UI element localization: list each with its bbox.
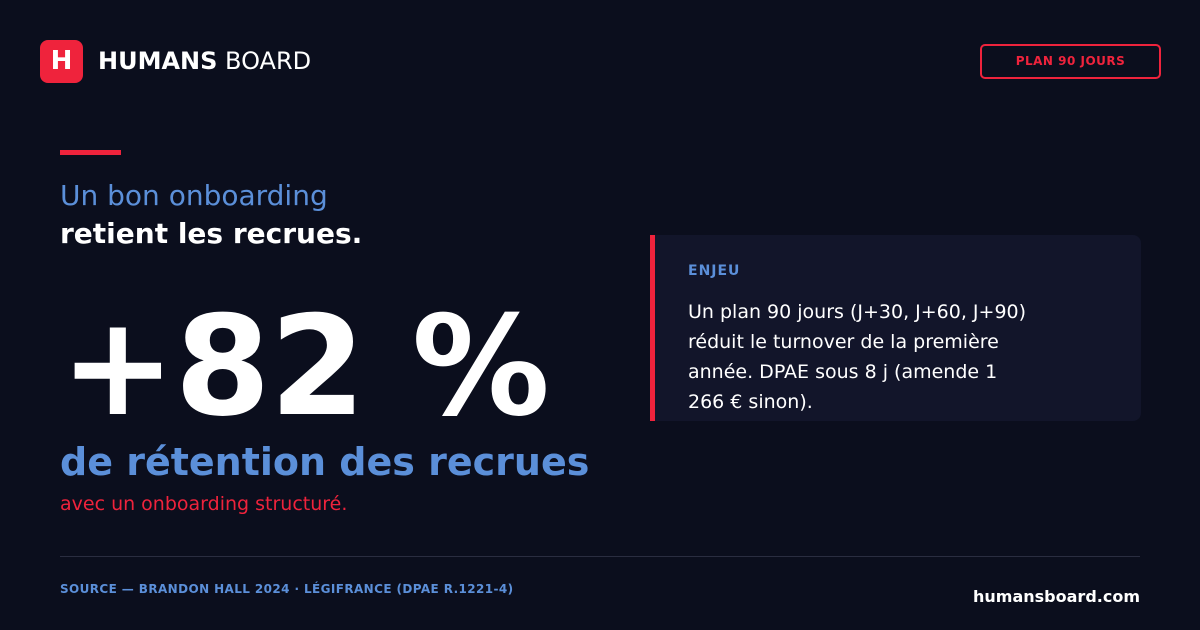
brand-name-light: BOARD <box>225 47 312 75</box>
big-stat-value: +82 % <box>60 286 550 447</box>
callout-label: ENJEU <box>688 263 741 279</box>
logo-letter: H <box>50 46 73 76</box>
callout-body: Un plan 90 jours (J+30, J+60, J+90) rédu… <box>688 301 1027 413</box>
footer-divider <box>60 556 1140 557</box>
plan-90-jours-button[interactable]: PLAN 90 JOURS <box>980 44 1161 79</box>
brand-name: HUMANS BOARD <box>98 46 311 76</box>
headline-line-1: Un bon onboarding <box>60 179 328 212</box>
callout-card: ENJEU Un plan 90 jours (J+30, J+60, J+90… <box>650 235 1141 421</box>
brand-logo-icon: H <box>40 40 83 83</box>
source-citation: SOURCE — BRANDON HALL 2024 · LÉGIFRANCE … <box>60 582 514 596</box>
accent-bar <box>60 150 121 155</box>
stat-subtitle: avec un onboarding structuré. <box>60 493 348 515</box>
brand-name-strong: HUMANS <box>98 47 218 75</box>
website-link[interactable]: humansboard.com <box>973 587 1140 606</box>
headline-line-2: retient les recrues. <box>60 217 363 250</box>
stat-label: de rétention des recrues <box>60 440 590 484</box>
